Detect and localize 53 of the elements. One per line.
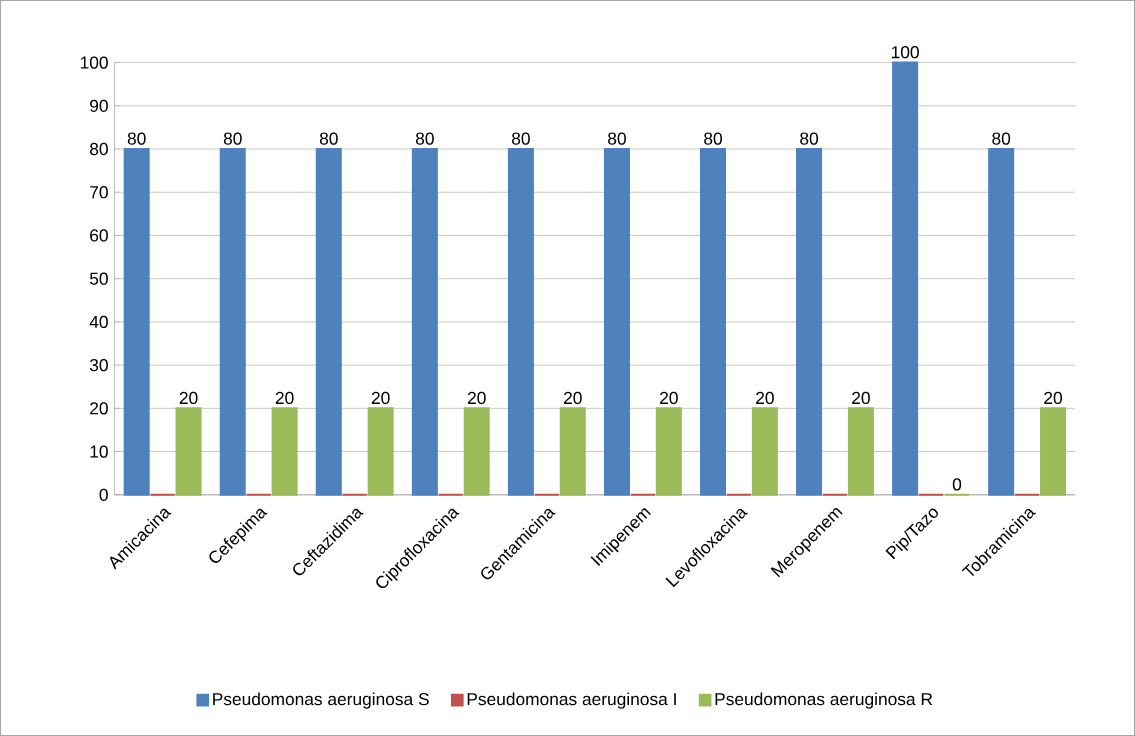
data-label: 100 (891, 45, 919, 59)
data-label: 20 (467, 391, 486, 405)
bar (219, 147, 246, 496)
y-tick-label: 90 (90, 99, 108, 112)
data-label: 80 (608, 132, 626, 145)
bar (847, 407, 874, 496)
bar (507, 147, 534, 496)
data-label: 80 (415, 132, 434, 145)
bar (367, 407, 394, 496)
y-tick-label: 40 (89, 315, 108, 328)
bar (271, 407, 298, 496)
y-tick-label: 10 (90, 445, 108, 458)
bar (315, 147, 342, 496)
bar (1040, 407, 1067, 496)
data-label: 80 (704, 132, 722, 145)
bar (699, 147, 727, 496)
bar (123, 147, 150, 496)
y-tick-label: 70 (90, 186, 108, 199)
bar (751, 407, 778, 496)
data-label: 80 (319, 132, 338, 145)
data-label: 20 (852, 391, 870, 405)
legend-label: Pseudomonas aeruginosa I (467, 692, 676, 709)
data-label: 0 (952, 478, 962, 491)
data-label: 20 (1044, 391, 1062, 405)
data-label: 80 (992, 132, 1011, 145)
y-tick-label: 30 (89, 358, 108, 372)
bar (411, 147, 438, 496)
y-tick-label: 80 (90, 142, 108, 156)
y-tick-label: 50 (89, 272, 108, 285)
data-label: 80 (127, 132, 146, 145)
data-label: 20 (275, 391, 294, 405)
data-label: 20 (756, 391, 774, 405)
legend-label: Pseudomonas aeruginosa S (213, 692, 429, 709)
y-tick-label: 20 (90, 402, 108, 415)
data-label: 20 (179, 391, 198, 405)
bar (559, 407, 586, 496)
data-label: 20 (660, 391, 678, 405)
bar (175, 407, 202, 496)
data-label: 20 (371, 391, 390, 405)
bar (988, 147, 1015, 496)
y-tick-label: 100 (80, 56, 108, 69)
bar (796, 147, 823, 496)
y-tick-label: 60 (90, 229, 108, 242)
bar (655, 407, 682, 496)
data-label: 80 (800, 132, 819, 145)
data-label: 80 (223, 132, 242, 145)
data-label: 80 (512, 132, 530, 145)
bar (603, 147, 630, 496)
y-tick-label: 0 (99, 488, 108, 501)
bar (463, 407, 490, 496)
data-label: 20 (564, 391, 582, 405)
bar (892, 61, 919, 496)
legend-label: Pseudomonas aeruginosa R (715, 692, 933, 709)
